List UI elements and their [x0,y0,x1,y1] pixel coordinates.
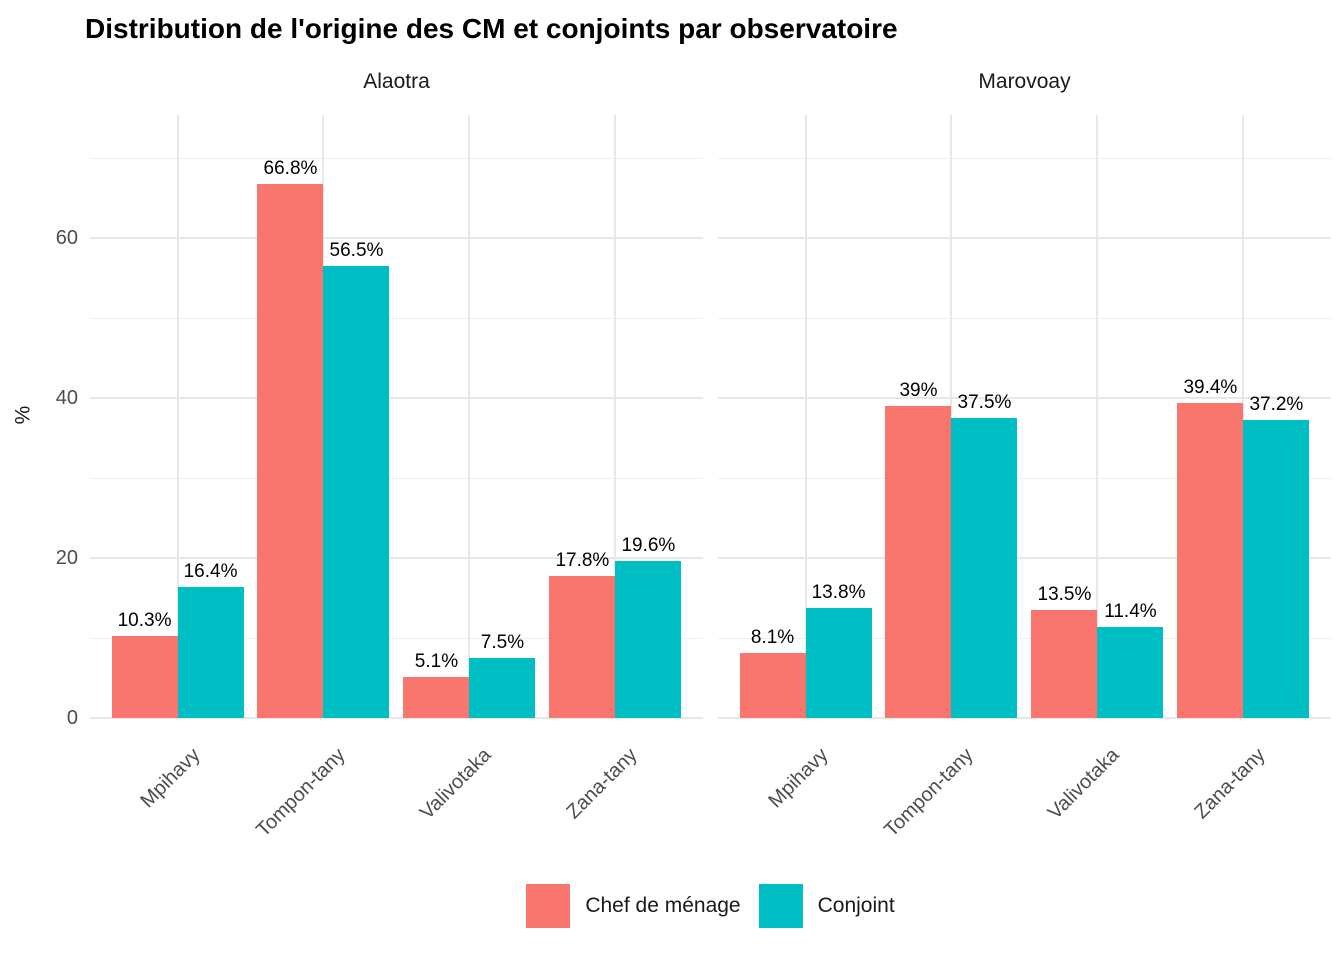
gridline-major [90,557,703,559]
bar-chef-de-menage [549,575,616,718]
legend-color-swatch [526,884,571,928]
bar-conjoint [1243,420,1310,718]
gridline-major [718,237,1331,239]
bar-value-label: 37.5% [957,392,1012,413]
x-axis-tick-label: Tompon-tany [880,744,979,842]
bar-value-label: 7.5% [480,632,525,653]
gridline-major [718,397,1331,399]
legend-color-swatch [758,884,803,928]
bar-chef-de-menage [739,653,806,718]
bar-value-label: 13.5% [1037,584,1092,605]
gridline-major [718,557,1331,559]
y-axis-tick-label: 0 [66,707,78,729]
bar-value-label: 39% [899,380,938,401]
bar-chef-de-menage [403,677,470,718]
facet-panel: 8.1% 13.8% 39% 37.5% 13.5% 11.4% 39.4% 37.2% [718,115,1331,719]
bar-chef-de-menage [1031,610,1098,718]
bar-conjoint [1097,626,1164,718]
gridline-vertical [614,115,617,718]
gridline-minor [718,638,1331,639]
bar-conjoint [177,586,244,718]
gridline-vertical [1242,115,1245,718]
bar-chef-de-menage [1177,402,1244,718]
gridline-major [90,717,703,719]
gridline-major [718,717,1331,719]
y-axis-tick-label: 60 [55,227,78,249]
bar-value-label: 13.8% [811,581,866,603]
bar-chef-de-menage [885,406,952,718]
bar-value-label: 5.1% [414,651,459,673]
facet-strip-title: Alaotra [363,70,430,93]
bar-value-label: 8.1% [750,627,795,649]
bar-value-label: 10.3% [117,609,172,631]
bar-value-label: 11.4% [1104,600,1157,622]
x-axis-tick-label: Mpihavy [763,744,833,813]
gridline-vertical [468,115,471,718]
bar-conjoint [951,418,1018,718]
x-axis-tick-label: Tompon-tany [252,744,351,842]
gridline-major [90,237,703,239]
gridline-minor [90,638,703,639]
facet-panel: 10.3% 16.4% 66.8% 56.5% 5.1% 7.5% 17.8% 19.6% [90,115,703,719]
x-axis-tick-label: Zana-tany [1190,744,1270,824]
gridline-minor [718,158,1331,159]
chart-title: Distribution de l'origine des CM et conj… [85,13,898,44]
x-axis-tick-label: Zana-tany [562,744,642,824]
bar-conjoint [805,607,872,718]
bar-conjoint [615,561,682,718]
gridline-vertical [804,115,807,718]
legend-label: Conjoint [817,894,895,917]
gridline-minor [718,318,1331,319]
legend-entry: Conjoint [758,884,895,928]
bar-value-label: 66.8% [263,157,318,179]
bar-value-label: 16.4% [183,560,238,582]
legend: Chef de ménage Conjoint [90,882,1331,930]
x-axis-tick-label: Valivotaka [1044,744,1124,824]
bar-chef-de-menage [111,635,178,718]
bar-chef-de-menage [257,183,324,718]
facet-strip-title: Marovoay [978,70,1071,93]
bar-value-label: 19.6% [621,535,676,557]
bar-conjoint [469,658,536,718]
gridline-major [90,397,703,399]
legend-label: Chef de ménage [585,894,741,917]
gridline-vertical [176,115,179,718]
legend-entry: Chef de ménage [526,884,741,928]
bar-value-label: 39.4% [1183,376,1238,398]
gridline-minor [90,318,703,319]
bar-conjoint [323,266,390,718]
bar-value-label: 56.5% [329,240,384,261]
y-axis-tick-label: 20 [55,547,78,569]
gridline-minor [90,158,703,159]
gridline-vertical [950,115,953,718]
bar-value-label: 37.2% [1249,394,1304,416]
gridline-vertical [1096,115,1099,718]
gridline-minor [718,478,1331,479]
x-axis-tick-label: Mpihavy [135,744,205,813]
gridline-minor [90,478,703,479]
x-axis-tick-label: Valivotaka [416,744,496,824]
bar-value-label: 17.8% [555,549,610,571]
y-axis-tick-label: 40 [55,387,78,409]
